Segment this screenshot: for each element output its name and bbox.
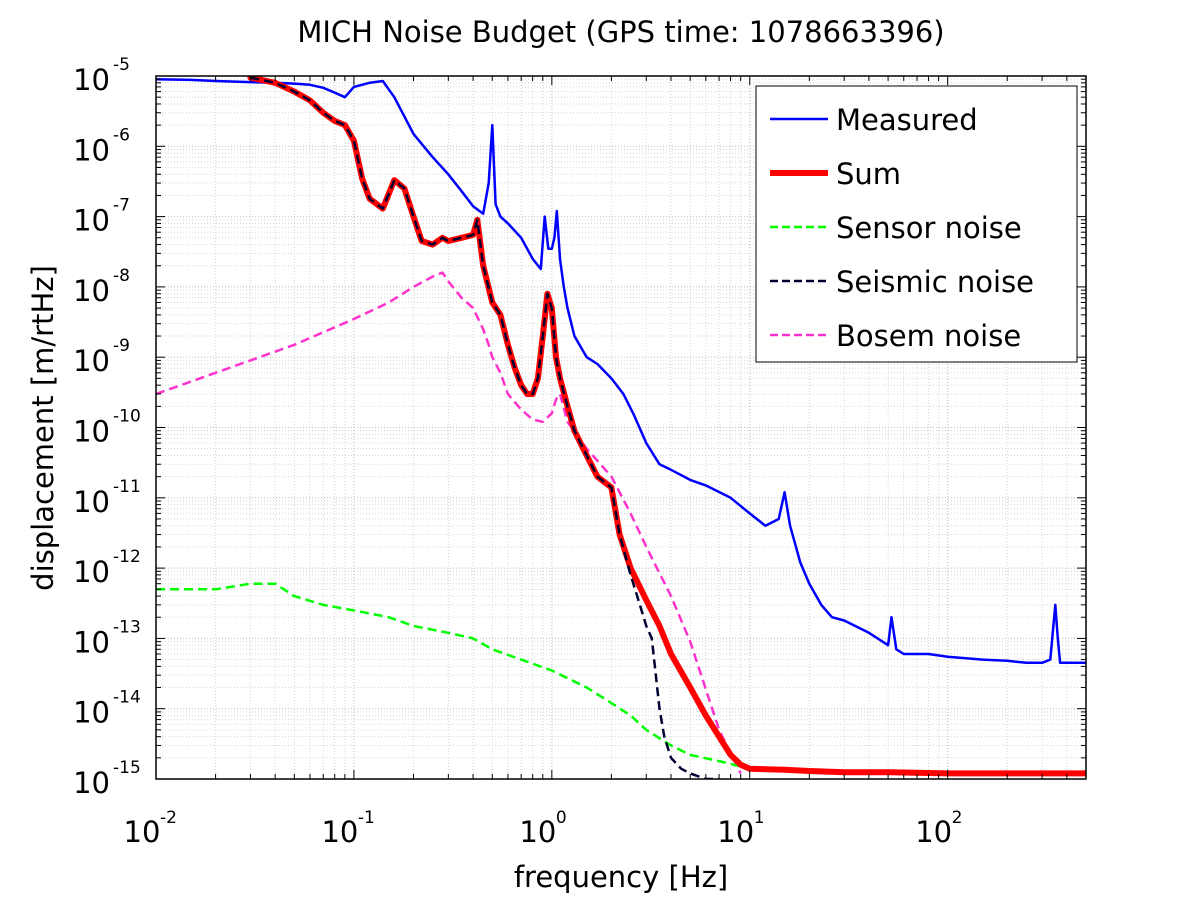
y-tick-label: 10 -10 — [73, 407, 141, 449]
y-tick-label-base: 10 — [73, 696, 110, 730]
legend-label: Measured — [836, 103, 978, 137]
y-tick-label-base: 10 — [73, 133, 110, 167]
legend-label: Sensor noise — [836, 211, 1022, 245]
legend-entry: Seismic noise — [770, 265, 1034, 299]
y-tick-label-base: 10 — [73, 766, 110, 800]
series-layer — [156, 76, 1086, 779]
y-tick-label: 10 -14 — [73, 688, 141, 730]
x-tick-label: 10 -1 — [321, 808, 374, 849]
x-tick-label-exponent: 2 — [952, 808, 963, 828]
y-tick-label: 10 -11 — [73, 477, 141, 519]
x-tick-label-exponent: -2 — [160, 808, 177, 828]
x-tick-label-base: 10 — [519, 815, 556, 849]
x-tick-label-exponent: 1 — [754, 808, 765, 828]
y-tick-label: 10 -6 — [73, 125, 130, 167]
x-tick-label-base: 10 — [717, 815, 754, 849]
x-tick-label: 10 0 — [519, 808, 566, 849]
x-tick-label-exponent: -1 — [358, 808, 375, 828]
chart-title: MICH Noise Budget (GPS time: 1078663396) — [297, 15, 944, 49]
legend-label: Sum — [836, 157, 901, 191]
legend-entry: Sum — [770, 157, 901, 191]
series-line-bosem-noise — [156, 271, 742, 774]
y-axis-label: displacement [m/rtHz] — [26, 265, 60, 591]
legend-label: Seismic noise — [836, 265, 1034, 299]
y-tick-label: 10 -5 — [73, 55, 130, 97]
x-tick-label-base: 10 — [915, 815, 952, 849]
y-tick-label-base: 10 — [73, 63, 110, 97]
x-tick-label-exponent: 0 — [556, 808, 567, 828]
y-tick-label: 10 -13 — [73, 617, 141, 659]
legend-label: Bosem noise — [836, 319, 1021, 353]
y-tick-label: 10 -12 — [73, 547, 141, 589]
series-line-measured — [156, 77, 1086, 665]
y-tick-label-base: 10 — [73, 415, 110, 449]
y-tick-label-base: 10 — [73, 274, 110, 308]
y-tick-label-exponent: -7 — [113, 196, 130, 216]
y-tick-label-exponent: -6 — [113, 125, 130, 145]
legend-entry: Sensor noise — [770, 211, 1022, 245]
x-tick-label: 10 -2 — [124, 808, 177, 849]
y-tick-label-exponent: -8 — [113, 266, 130, 286]
y-tick-label-base: 10 — [73, 555, 110, 589]
x-tick-label-base: 10 — [321, 815, 358, 849]
tick-marks — [155, 76, 1087, 780]
y-tick-label: 10 -7 — [73, 196, 130, 238]
legend-entry: Measured — [770, 103, 978, 137]
legend-box — [755, 85, 1078, 363]
legend-entry: Bosem noise — [770, 319, 1021, 353]
y-tick-label-exponent: -10 — [113, 407, 141, 427]
y-tick-label-base: 10 — [73, 344, 110, 378]
legend: Measured Sum Sensor noise Seismic noise Bose… — [755, 85, 1078, 363]
y-tick-label-exponent: -12 — [113, 547, 141, 567]
x-tick-label: 10 2 — [915, 808, 962, 849]
x-tick-label-base: 10 — [124, 815, 161, 849]
y-tick-label-exponent: -14 — [113, 688, 141, 708]
y-tick-label-base: 10 — [73, 625, 110, 659]
y-tick-labels: 10-510-610-710-810-910-1010-1110-1210-13… — [73, 55, 141, 800]
y-tick-label-exponent: -9 — [113, 336, 130, 356]
y-tick-label-base: 10 — [73, 485, 110, 519]
y-tick-label-exponent: -5 — [113, 55, 130, 75]
y-tick-label-exponent: -13 — [113, 617, 141, 637]
y-tick-label: 10 -9 — [73, 336, 130, 378]
x-tick-label: 10 1 — [717, 808, 764, 849]
y-tick-label: 10 -15 — [73, 758, 141, 800]
y-tick-label-base: 10 — [73, 204, 110, 238]
y-tick-label-exponent: -15 — [113, 758, 141, 778]
x-axis-label: frequency [Hz] — [514, 860, 728, 894]
series-line-seismic-noise — [250, 76, 720, 779]
y-tick-label: 10 -8 — [73, 266, 130, 308]
x-tick-labels: 10 -2 10 -1 10 0 10 1 10 2 — [124, 808, 963, 849]
y-tick-label-exponent: -11 — [113, 477, 141, 497]
